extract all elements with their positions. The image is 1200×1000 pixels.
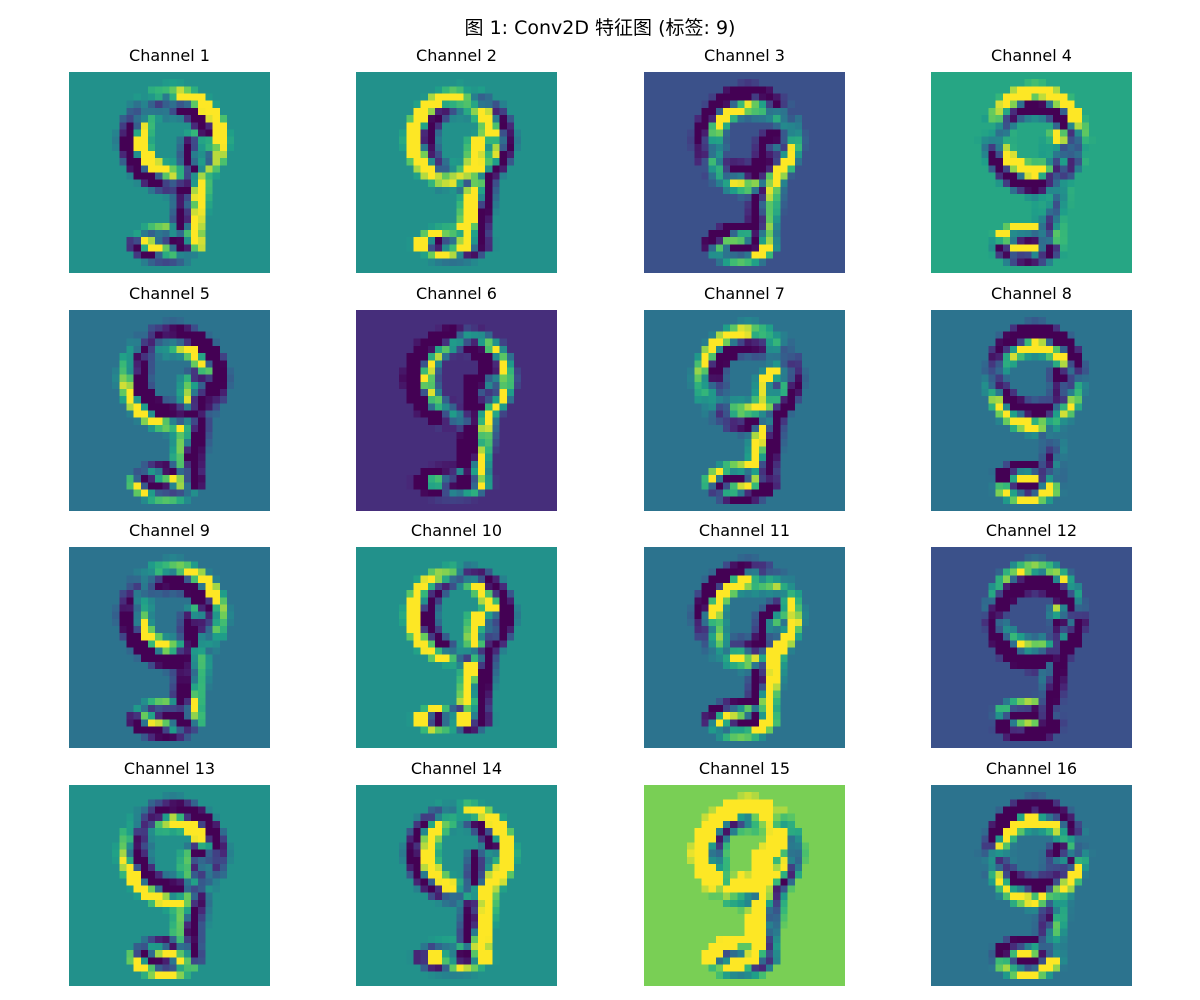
channel-title: Channel 3 xyxy=(704,46,785,65)
feature-map-image xyxy=(931,547,1132,748)
feature-map-panel: Channel 4 xyxy=(931,46,1132,273)
channel-title: Channel 15 xyxy=(698,759,791,778)
feature-map-image xyxy=(931,72,1132,273)
feature-map-panel: Channel 15 xyxy=(644,759,845,986)
channel-title: Channel 14 xyxy=(410,759,503,778)
feature-map-panel: Channel 2 xyxy=(356,46,557,273)
feature-map-image xyxy=(69,72,270,273)
feature-map-image xyxy=(356,310,557,511)
feature-map-image xyxy=(931,310,1132,511)
feature-map-panel: Channel 6 xyxy=(356,284,557,511)
channel-title: Channel 5 xyxy=(129,284,210,303)
feature-map-image xyxy=(69,310,270,511)
channel-title: Channel 4 xyxy=(991,46,1072,65)
feature-map-image xyxy=(356,547,557,748)
feature-map-panel: Channel 5 xyxy=(69,284,270,511)
channel-title: Channel 1 xyxy=(129,46,210,65)
channel-title: Channel 13 xyxy=(123,759,216,778)
channel-title: Channel 7 xyxy=(704,284,785,303)
feature-map-panel: Channel 16 xyxy=(931,759,1132,986)
feature-map-panel: Channel 3 xyxy=(644,46,845,273)
channel-title: Channel 16 xyxy=(985,759,1078,778)
feature-map-image xyxy=(644,785,845,986)
feature-map-panel: Channel 1 xyxy=(69,46,270,273)
feature-map-panel: Channel 13 xyxy=(69,759,270,986)
feature-map-panel: Channel 11 xyxy=(644,521,845,748)
feature-map-image xyxy=(931,785,1132,986)
feature-map-panel: Channel 7 xyxy=(644,284,845,511)
figure-title: 图 1: Conv2D 特征图 (标签: 9) xyxy=(464,17,736,39)
feature-map-panel: Channel 10 xyxy=(356,521,557,748)
channel-title: Channel 6 xyxy=(416,284,497,303)
feature-map-panel: Channel 8 xyxy=(931,284,1132,511)
feature-map-image xyxy=(644,72,845,273)
channel-title: Channel 9 xyxy=(129,521,210,540)
feature-map-panel: Channel 9 xyxy=(69,521,270,748)
feature-map-image xyxy=(644,310,845,511)
feature-map-image xyxy=(356,785,557,986)
feature-map-image xyxy=(644,547,845,748)
feature-map-image xyxy=(356,72,557,273)
feature-map-panel: Channel 14 xyxy=(356,759,557,986)
channel-title: Channel 12 xyxy=(985,521,1078,540)
channel-title: Channel 10 xyxy=(410,521,503,540)
feature-map-image xyxy=(69,547,270,748)
channel-title: Channel 8 xyxy=(991,284,1072,303)
channel-title: Channel 2 xyxy=(416,46,497,65)
channel-title: Channel 11 xyxy=(698,521,791,540)
feature-map-image xyxy=(69,785,270,986)
feature-map-panel: Channel 12 xyxy=(931,521,1132,748)
